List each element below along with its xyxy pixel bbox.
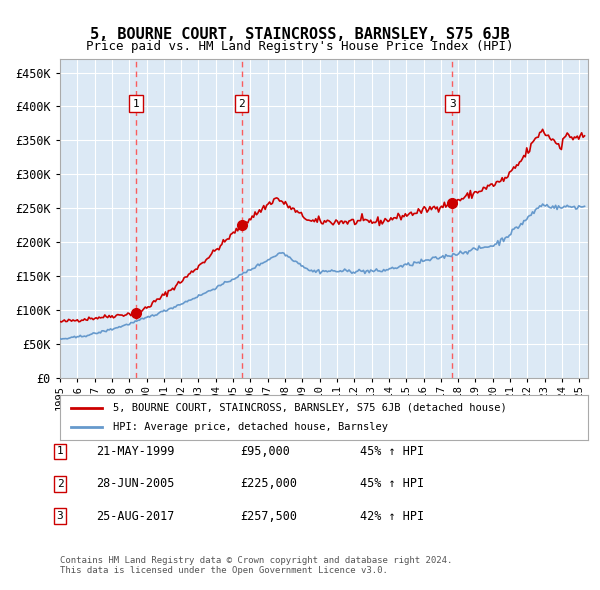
Text: 28-JUN-2005: 28-JUN-2005: [96, 477, 175, 490]
Text: 5, BOURNE COURT, STAINCROSS, BARNSLEY, S75 6JB: 5, BOURNE COURT, STAINCROSS, BARNSLEY, S…: [90, 27, 510, 41]
Text: 25-AUG-2017: 25-AUG-2017: [96, 510, 175, 523]
Text: Contains HM Land Registry data © Crown copyright and database right 2024.
This d: Contains HM Land Registry data © Crown c…: [60, 556, 452, 575]
Text: 2: 2: [56, 479, 64, 489]
Text: 45% ↑ HPI: 45% ↑ HPI: [360, 445, 424, 458]
Text: HPI: Average price, detached house, Barnsley: HPI: Average price, detached house, Barn…: [113, 422, 388, 432]
Text: 3: 3: [449, 99, 455, 109]
Text: 5, BOURNE COURT, STAINCROSS, BARNSLEY, S75 6JB (detached house): 5, BOURNE COURT, STAINCROSS, BARNSLEY, S…: [113, 403, 506, 412]
Text: £95,000: £95,000: [240, 445, 290, 458]
Text: 21-MAY-1999: 21-MAY-1999: [96, 445, 175, 458]
Text: 1: 1: [56, 447, 64, 456]
Text: 2: 2: [238, 99, 245, 109]
Text: 45% ↑ HPI: 45% ↑ HPI: [360, 477, 424, 490]
Text: £225,000: £225,000: [240, 477, 297, 490]
Text: 42% ↑ HPI: 42% ↑ HPI: [360, 510, 424, 523]
Text: 3: 3: [56, 512, 64, 521]
Text: Price paid vs. HM Land Registry's House Price Index (HPI): Price paid vs. HM Land Registry's House …: [86, 40, 514, 53]
Text: 1: 1: [133, 99, 139, 109]
Text: £257,500: £257,500: [240, 510, 297, 523]
